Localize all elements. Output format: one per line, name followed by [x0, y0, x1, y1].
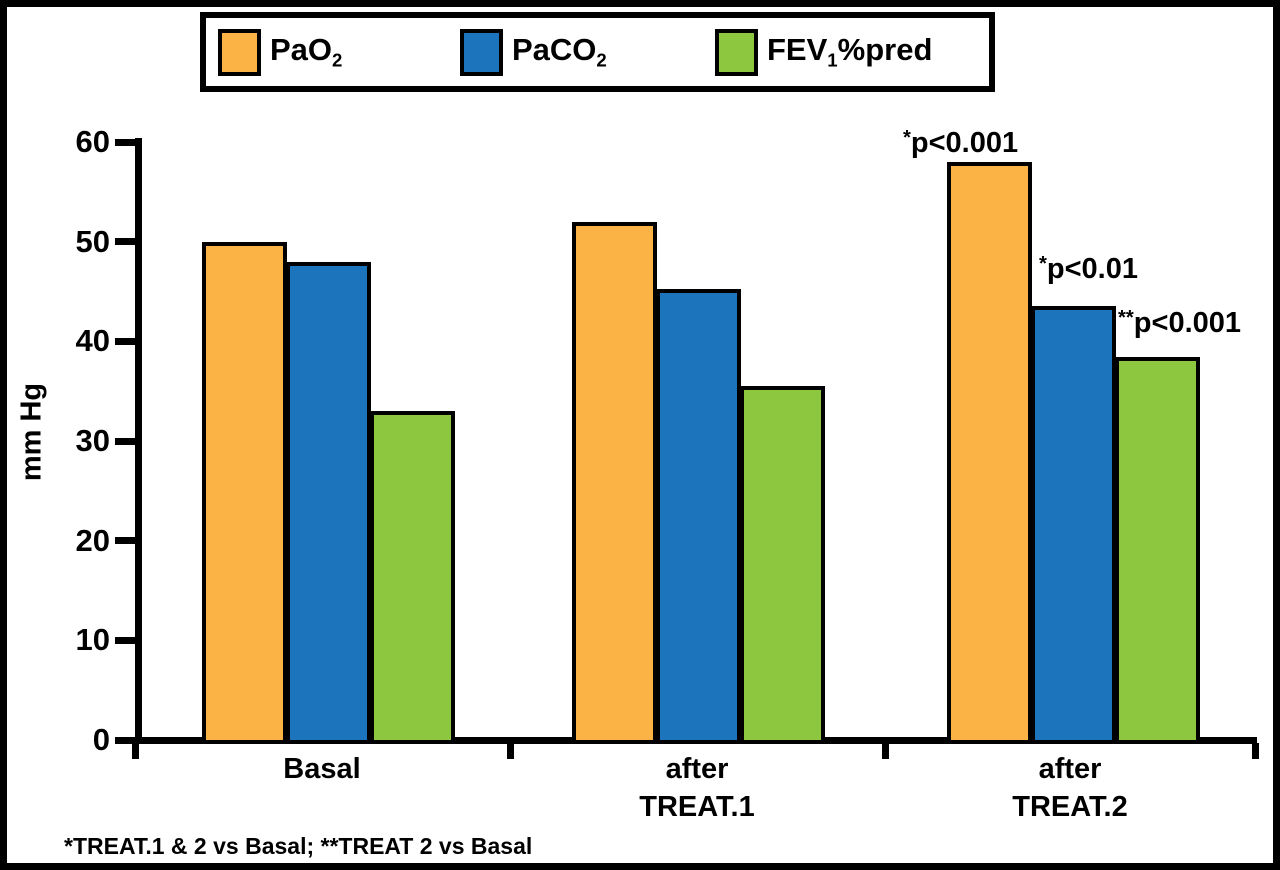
y-axis-tick — [115, 437, 135, 445]
x-category-label: after TREAT.1 — [527, 750, 867, 826]
legend-item-pao2: PaO2 — [218, 18, 342, 86]
x-axis-tick — [1251, 743, 1259, 759]
x-category-label: Basal — [152, 750, 492, 788]
bar-paco2-group3 — [1031, 306, 1116, 744]
y-axis-tick — [115, 337, 135, 345]
y-axis-tick — [115, 736, 135, 744]
legend-item-paco2: PaCO2 — [460, 18, 607, 86]
significance-asterisk: * — [1039, 253, 1047, 276]
significance-asterisk: * — [903, 126, 911, 149]
bar-fev1pred-group3 — [1115, 357, 1200, 744]
legend-label-pao2: PaO2 — [270, 31, 343, 71]
bar-fev1pred-group2 — [740, 386, 825, 744]
significance-annotation: *p<0.001 — [903, 126, 1019, 160]
y-tick-label: 0 — [92, 722, 110, 757]
legend-swatch-paco2 — [460, 28, 503, 76]
y-tick-label: 20 — [75, 522, 110, 558]
significance-asterisk: ** — [1118, 307, 1134, 330]
bar-fev1pred-group1 — [370, 411, 455, 744]
legend-swatch-fev1pred — [715, 28, 758, 76]
x-axis-tick — [881, 743, 889, 759]
bar-paco2-group2 — [656, 288, 741, 744]
significance-annotation: **p<0.001 — [1118, 307, 1242, 340]
x-category-label-line: after — [1038, 753, 1102, 785]
x-axis-tick — [506, 743, 514, 759]
y-axis-line — [135, 138, 142, 744]
x-category-label-line: Basal — [283, 753, 361, 785]
y-axis-label: mm Hg — [15, 382, 48, 482]
y-axis-tick — [115, 636, 135, 644]
legend-label-fev1pred: FEV1%pred — [767, 31, 933, 71]
significance-annotation: *p<0.01 — [1039, 253, 1138, 286]
y-tick-label: 60 — [75, 124, 110, 159]
y-axis-tick — [115, 537, 135, 545]
y-tick-label: 50 — [75, 223, 110, 259]
bar-pao2-group2 — [572, 221, 657, 744]
bar-pao2-group3 — [947, 161, 1032, 744]
y-axis-tick — [115, 238, 135, 246]
x-axis-tick — [131, 743, 139, 759]
x-category-label-line: TREAT.2 — [1012, 791, 1128, 823]
y-tick-label: 10 — [75, 622, 110, 658]
legend: PaO2 PaCO2 FEV1%pred — [200, 12, 995, 92]
y-axis-tick — [115, 138, 135, 146]
y-tick-label: 30 — [75, 423, 110, 458]
bar-pao2-group1 — [202, 241, 287, 744]
legend-item-fev1pred: FEV1%pred — [715, 18, 932, 86]
x-category-label: after TREAT.2 — [900, 750, 1240, 826]
legend-swatch-pao2 — [218, 28, 261, 76]
footnote-significance: *TREAT.1 & 2 vs Basal; **TREAT 2 vs Basa… — [64, 833, 533, 859]
legend-label-paco2: PaCO2 — [512, 31, 607, 71]
y-tick-label: 40 — [75, 323, 110, 359]
x-category-label-line: after — [665, 753, 729, 785]
x-category-label-line: TREAT.1 — [639, 791, 755, 823]
bar-paco2-group1 — [286, 261, 371, 744]
